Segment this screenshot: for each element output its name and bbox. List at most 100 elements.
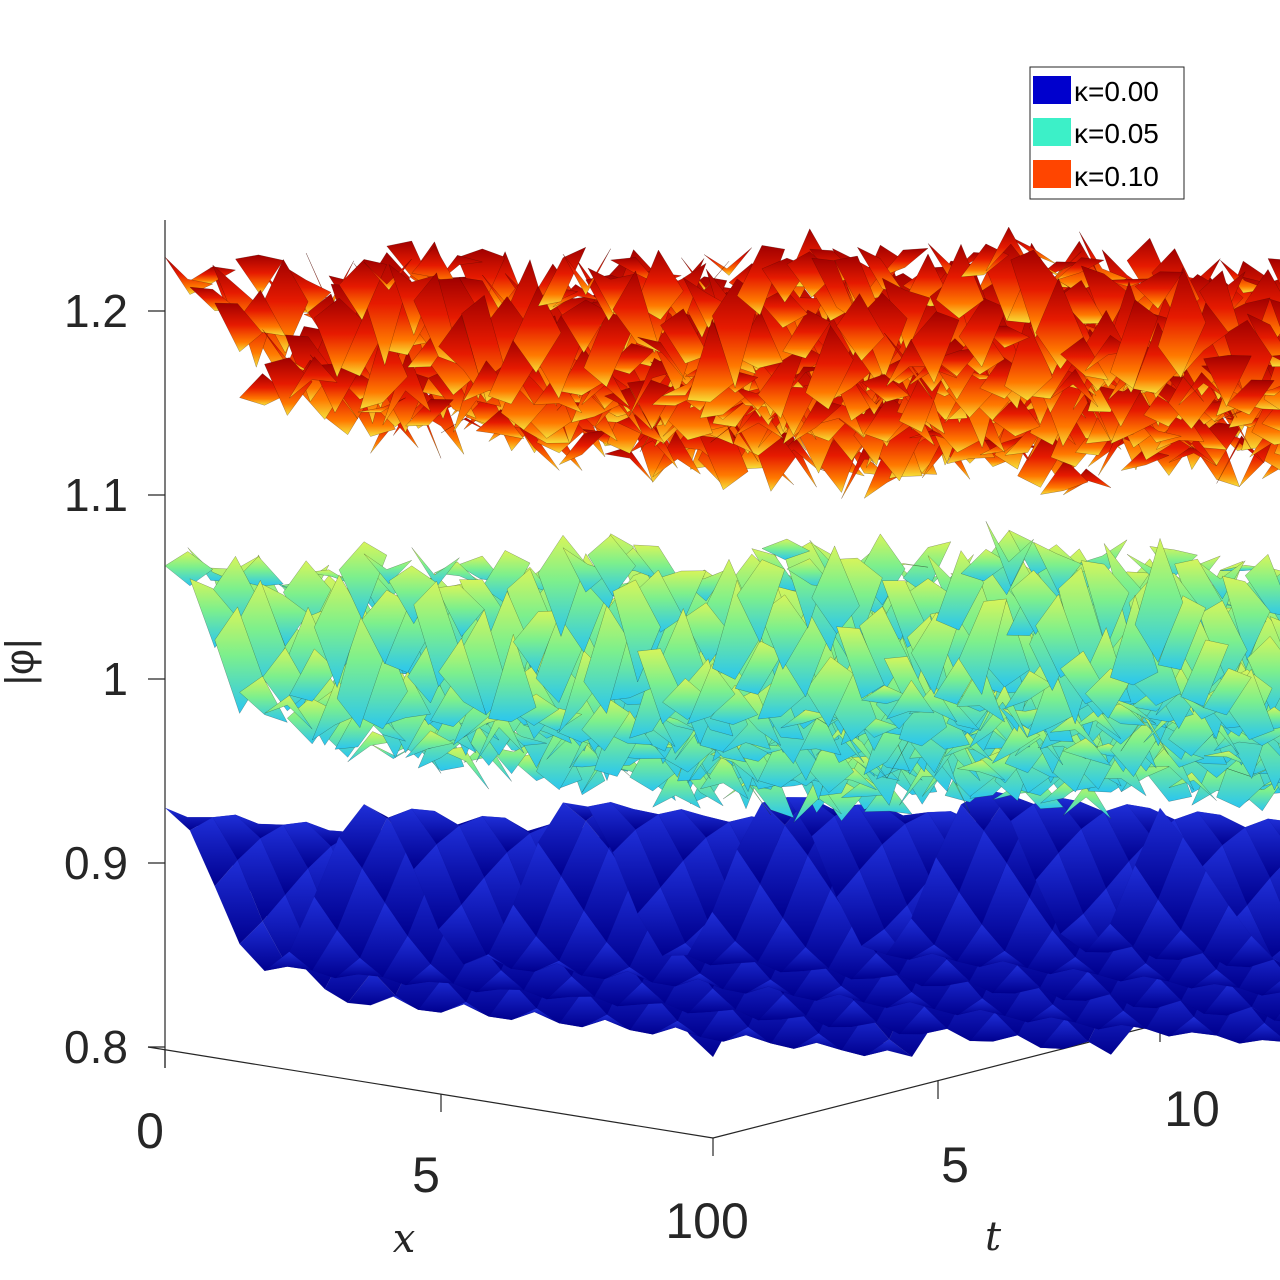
surface-facet xyxy=(992,394,1041,437)
surface-facet xyxy=(1157,267,1206,379)
surface-facet xyxy=(405,730,454,758)
surface-facet xyxy=(687,663,736,725)
surface-facet xyxy=(811,545,860,634)
surface-facet xyxy=(1033,541,1082,593)
surface-facet xyxy=(1110,299,1159,389)
surface-facet xyxy=(612,270,661,353)
surface-facet xyxy=(1008,235,1057,265)
surface-facet xyxy=(604,387,653,431)
surface-facet xyxy=(411,547,460,588)
surface-facet xyxy=(438,637,487,716)
x-tick-label: 0 xyxy=(136,1103,164,1159)
surface-facet xyxy=(1049,714,1099,749)
surface-facet xyxy=(1226,379,1275,416)
surface-facet xyxy=(1269,616,1280,642)
legend-swatch-k005 xyxy=(1033,118,1071,146)
legend-label-k005: κ=0.05 xyxy=(1074,118,1159,149)
surface-facet xyxy=(562,248,611,296)
z-tick-label: 1.1 xyxy=(64,469,128,521)
surface-facet xyxy=(1180,639,1229,707)
surface-facet xyxy=(537,246,587,307)
surface-facet xyxy=(637,336,686,380)
surface-facet xyxy=(1222,575,1271,662)
surface-facet xyxy=(438,314,487,402)
surface-facet xyxy=(1271,355,1280,361)
surface-facet xyxy=(587,535,636,597)
surface-facet xyxy=(699,751,749,800)
surface-facet xyxy=(1108,696,1157,724)
surface-facet xyxy=(513,285,562,374)
x-tick-labels: 0 5 10 xyxy=(136,1103,721,1249)
surface-facet xyxy=(1269,298,1280,328)
surface-facet xyxy=(836,293,885,362)
surface-facet xyxy=(1134,271,1184,309)
z-tick-label: 1.2 xyxy=(64,285,128,337)
z-tick-group: 0.8 0.9 1 1.1 1.2 xyxy=(64,285,165,1073)
z-axis-label: |φ| xyxy=(0,639,42,686)
surface-facet xyxy=(935,243,985,319)
surface-facet xyxy=(861,373,910,402)
surface-facet xyxy=(363,258,412,291)
x-tick-label: 5 xyxy=(412,1147,440,1203)
surface-facet xyxy=(1110,594,1159,686)
surface-facet xyxy=(1203,355,1252,407)
surface-facet xyxy=(475,409,525,440)
surface-facet xyxy=(1145,741,1194,790)
t-tick-label: 5 xyxy=(941,1137,969,1193)
surface-facet xyxy=(703,247,752,276)
surface-facet xyxy=(1180,870,1229,953)
surface-facet xyxy=(1168,358,1217,430)
surface-facet xyxy=(357,397,406,413)
t-tick-labels: 0 5 10 xyxy=(721,1081,1220,1249)
surface-facet xyxy=(1270,867,1280,903)
surface-facet xyxy=(1040,459,1089,495)
t-tick-label: 0 xyxy=(721,1193,749,1249)
surface-facet xyxy=(1224,319,1273,412)
surface-facet xyxy=(612,579,661,683)
surface-facet xyxy=(911,311,960,384)
x-tick-label: 10 xyxy=(665,1193,721,1249)
surface-facet xyxy=(289,356,338,399)
surface-facet xyxy=(1079,231,1128,289)
surface-facet xyxy=(164,551,214,587)
legend-label-k000: κ=0.00 xyxy=(1074,76,1159,107)
surface-010 xyxy=(164,226,1280,499)
surface-facet xyxy=(761,538,811,560)
surface-facet xyxy=(1056,257,1105,281)
surface-facet xyxy=(1267,258,1280,285)
surface-facet xyxy=(736,245,786,316)
legend-swatch-k010 xyxy=(1033,160,1071,188)
surface-facet xyxy=(1133,414,1182,443)
surface-facet xyxy=(805,325,854,410)
surface-facet xyxy=(1247,877,1280,958)
surface-facet xyxy=(264,357,313,416)
surface-facet xyxy=(793,398,842,442)
surface-facet xyxy=(405,398,454,427)
surface-000 xyxy=(164,789,1280,1058)
surface-facet xyxy=(880,248,929,278)
surface-facet xyxy=(1271,950,1280,963)
surface-facet xyxy=(1120,448,1170,471)
legend-label-k010: κ=0.10 xyxy=(1074,161,1159,192)
surface-facet xyxy=(1168,446,1217,467)
t-axis-line xyxy=(712,1023,1161,1139)
surface-facet xyxy=(1203,668,1252,716)
surface-facet xyxy=(759,288,809,328)
legend: κ=0.00 κ=0.05 κ=0.10 xyxy=(1029,66,1185,200)
surface-facet xyxy=(164,256,214,295)
surfaces-group xyxy=(164,226,1280,1058)
surface-facet xyxy=(1134,537,1184,663)
surface-facet xyxy=(1062,736,1112,766)
surface-facet xyxy=(1050,368,1099,407)
surface-facet xyxy=(1060,336,1109,381)
surface-facet xyxy=(1120,714,1169,755)
surface-facet xyxy=(735,403,784,439)
legend-swatch-k000 xyxy=(1033,76,1071,104)
surface-facet xyxy=(1274,1013,1280,1022)
surface-facet xyxy=(482,550,531,605)
surface-facet xyxy=(1135,807,1183,900)
surface-facet xyxy=(1216,435,1265,484)
surface-facet xyxy=(885,679,935,720)
t-axis-label: t xyxy=(985,1214,1002,1260)
